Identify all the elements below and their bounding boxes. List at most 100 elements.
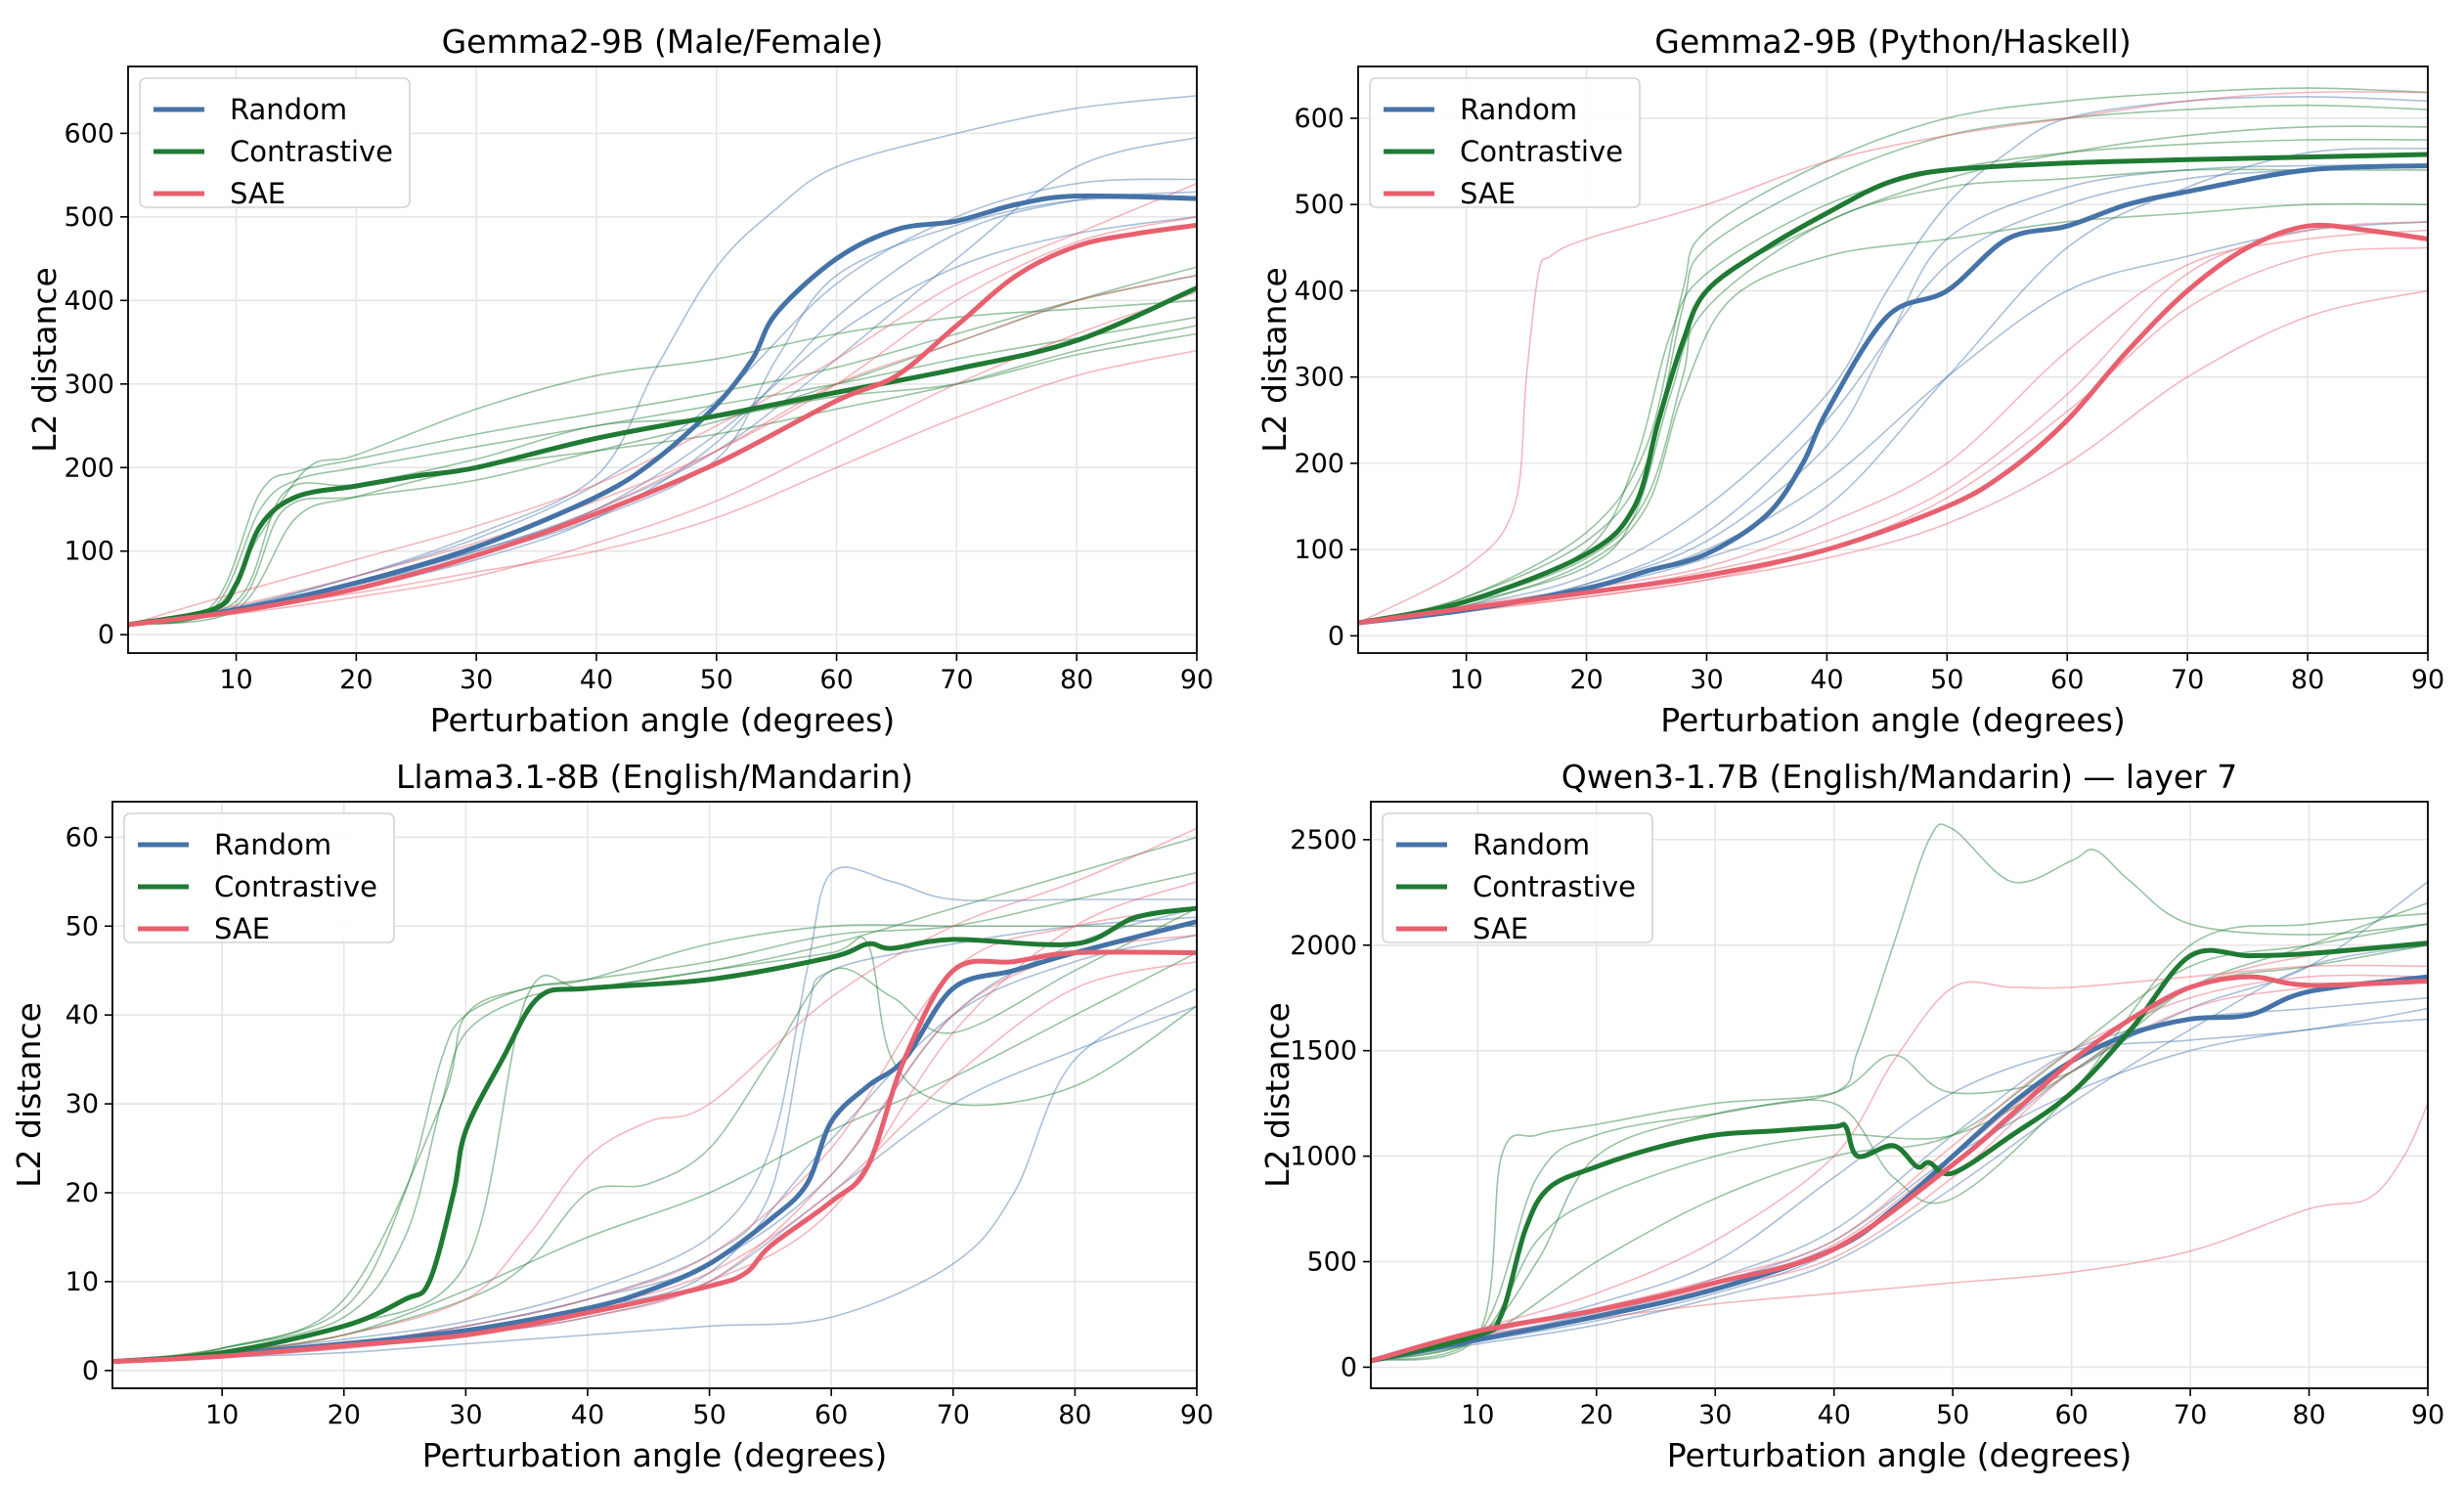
legend-label-sae: SAE [1473, 912, 1528, 945]
series-line-contrastive [1371, 941, 2428, 1364]
legend-label-contrastive: Contrastive [1473, 870, 1636, 903]
x-tick-label: 70 [937, 1400, 970, 1430]
trace-sae-3 [1358, 289, 2428, 624]
trace-contrastive-4 [128, 332, 1197, 626]
y-tick-label: 400 [64, 285, 114, 316]
series-line-sae [1371, 974, 2428, 1364]
chart-title: Gemma2-9B (Python/Haskell) [1654, 22, 2131, 61]
trace-random-4 [112, 987, 1197, 1363]
y-tick-label: 300 [64, 370, 114, 400]
chart-panel-4: 10 20 30 40 50 60 70 80 90 0 500 1000 1500 2000 2500 Qw… [1258, 758, 2444, 1474]
x-tick-label: 80 [1058, 1400, 1091, 1430]
trace-contrastive-1 [1371, 823, 2428, 1362]
x-tick-label: 10 [219, 665, 252, 695]
legend-label-sae: SAE [230, 177, 286, 210]
trace-contrastive-5 [112, 951, 1197, 1363]
grid [128, 66, 1198, 653]
y-tick-label: 600 [64, 118, 114, 149]
x-tick-label: 60 [2050, 665, 2084, 695]
trace-random-3 [1358, 147, 2428, 624]
y-tick-label: 200 [1294, 449, 1344, 479]
trace-contrastive-2 [112, 871, 1197, 1363]
y-tick-label: 600 [1294, 104, 1344, 134]
series-lines [128, 193, 1197, 628]
y-tick-label: 100 [64, 537, 114, 567]
x-tick-label: 60 [819, 665, 853, 695]
x-tick-label: 20 [1569, 665, 1603, 695]
y-tick-label: 0 [1341, 1352, 1357, 1382]
x-tick-label: 60 [814, 1400, 848, 1430]
trace-random-1 [1358, 96, 2428, 624]
x-tick-label: 70 [2174, 1400, 2207, 1430]
trace-sae-2 [1371, 964, 2428, 1362]
series-line-sae [1358, 222, 2428, 626]
trace-contrastive-3 [1371, 912, 2428, 1362]
x-tick-label: 30 [1698, 1400, 1732, 1430]
chart-panel-2: 10 20 30 40 50 60 70 80 90 0 100 200 300 400 500 600 Gem… [1255, 22, 2444, 739]
x-tick-label: 80 [1060, 665, 1093, 695]
x-tick-label: 50 [692, 1400, 726, 1430]
y-tick-label: 2000 [1290, 931, 1357, 961]
trace-sae-1 [1358, 91, 2428, 624]
trace-random-4 [1371, 944, 2428, 1362]
x-axis-label: Perturbation angle (degrees) [1667, 1436, 2133, 1474]
trace-random-4 [1358, 164, 2428, 624]
series-line-random [1371, 974, 2428, 1364]
chart-panel-3: 10 20 30 40 50 60 70 80 90 0 10 20 30 40 50 60 Llama3.1-… [10, 758, 1213, 1474]
x-axis-label: Perturbation angle (degrees) [422, 1436, 888, 1474]
x-tick-label: 40 [1810, 665, 1843, 695]
trace-contrastive-5 [128, 266, 1197, 626]
trace-contrastive-5 [1371, 923, 2428, 1362]
x-tick-label: 50 [1936, 1400, 1969, 1430]
trace-sae-3 [112, 907, 1197, 1363]
x-tick-label: 30 [460, 665, 493, 695]
x-tick-label: 90 [2411, 665, 2444, 695]
trace-sae-1 [128, 182, 1197, 626]
y-tick-label: 300 [1294, 363, 1344, 393]
legend: Random Contrastive SAE [139, 77, 411, 210]
series-line-sae [112, 949, 1197, 1365]
trace-contrastive-6 [112, 924, 1197, 1363]
trace-sae-2 [128, 291, 1197, 626]
chart-title: Llama3.1-8B (English/Mandarin) [396, 758, 913, 796]
legend-box [1369, 77, 1641, 208]
x-tick-label: 20 [328, 1400, 361, 1430]
trace-sae-2 [1358, 246, 2428, 624]
x-tick-label: 30 [1690, 665, 1723, 695]
x-tick-label: 40 [571, 1400, 604, 1430]
legend-label-contrastive: Contrastive [1460, 135, 1623, 168]
y-tick-label: 0 [82, 1356, 99, 1386]
series-line-contrastive [1358, 152, 2428, 626]
x-tick-label: 90 [2411, 1400, 2444, 1430]
trace-sae-4 [128, 216, 1197, 626]
trace-random-4 [128, 178, 1197, 626]
legend-label-sae: SAE [214, 912, 270, 945]
trace-random-1 [128, 95, 1197, 626]
legend: Random Contrastive SAE [123, 812, 395, 945]
legend-box [139, 77, 411, 208]
x-axis-label: Perturbation angle (degrees) [430, 701, 896, 739]
x-tick-label: 70 [940, 665, 973, 695]
trace-contrastive-1 [128, 274, 1197, 626]
trace-random-2 [1371, 996, 2428, 1362]
trace-contrastive-3 [112, 907, 1197, 1363]
y-tick-label: 100 [1294, 535, 1344, 565]
plot-frame [1357, 66, 2429, 654]
y-tick-label: 50 [66, 911, 99, 941]
y-tick-label: 0 [1328, 621, 1344, 651]
x-tick-label: 30 [449, 1400, 482, 1430]
y-tick-label: 500 [1306, 1247, 1357, 1278]
plot-frame [127, 66, 1198, 654]
trace-random-6 [112, 1005, 1197, 1363]
trace-contrastive-6 [1358, 168, 2428, 624]
plot-frame [111, 801, 1198, 1389]
x-tick-label: 80 [2291, 665, 2324, 695]
trace-contrastive-2 [128, 316, 1197, 626]
legend: Random Contrastive SAE [1382, 812, 1653, 945]
trace-contrastive-1 [1358, 104, 2428, 624]
x-tick-label: 20 [1580, 1400, 1613, 1430]
x-tick-label: 90 [1180, 665, 1213, 695]
trace-random-2 [1358, 164, 2428, 624]
x-tick-label: 60 [2054, 1400, 2088, 1430]
legend: Random Contrastive SAE [1369, 77, 1641, 210]
